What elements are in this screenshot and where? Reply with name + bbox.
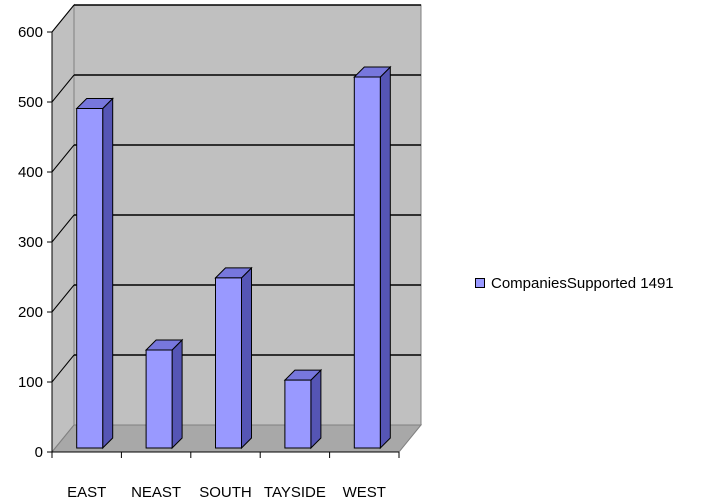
chart-legend: CompaniesSupported 1491 xyxy=(475,271,674,295)
bar xyxy=(353,65,392,450)
y-tick-label: 0 xyxy=(35,444,43,461)
bar xyxy=(144,338,184,450)
bar-side-face xyxy=(241,266,252,450)
y-tick-label: 300 xyxy=(18,234,43,251)
y-tick-label: 200 xyxy=(18,304,43,321)
gridline-side xyxy=(51,144,75,173)
y-tick-label: 400 xyxy=(18,164,43,181)
y-axis-ticks: 0 100 200 300 400 500 600 xyxy=(18,24,52,461)
bar-front-face xyxy=(353,76,381,449)
y-tick-label: 100 xyxy=(18,374,43,391)
bar-side-face xyxy=(171,338,183,450)
legend-swatch xyxy=(475,278,485,288)
gridline-side xyxy=(51,4,75,33)
x-tick-label: NEAST xyxy=(131,484,181,501)
bar-series xyxy=(75,65,392,450)
y-tick-label: 500 xyxy=(18,94,43,111)
gridline-side xyxy=(51,284,75,313)
x-tick-label: EAST xyxy=(67,484,106,501)
gridline-side xyxy=(51,354,75,383)
bar xyxy=(214,266,253,450)
x-axis-ticks: EAST NEAST SOUTH TAYSIDE WEST xyxy=(51,452,400,501)
bar-front-face xyxy=(215,277,242,449)
y-tick-label: 600 xyxy=(18,24,43,41)
bar xyxy=(75,97,114,450)
bar-front-face xyxy=(76,108,104,449)
legend-label: CompaniesSupported 1491 xyxy=(491,274,674,292)
x-tick-label: SOUTH xyxy=(199,484,252,501)
gridline-side xyxy=(51,214,75,243)
bar-side-face xyxy=(102,97,114,450)
bar-front-face xyxy=(145,349,173,449)
bar-front-face xyxy=(284,379,312,449)
bar-side-face xyxy=(379,65,391,450)
gridline-side xyxy=(51,74,75,103)
bar xyxy=(283,368,323,450)
x-tick-label: TAYSIDE xyxy=(264,484,326,501)
x-tick-label: WEST xyxy=(343,484,386,501)
bar-side-face xyxy=(310,368,322,450)
